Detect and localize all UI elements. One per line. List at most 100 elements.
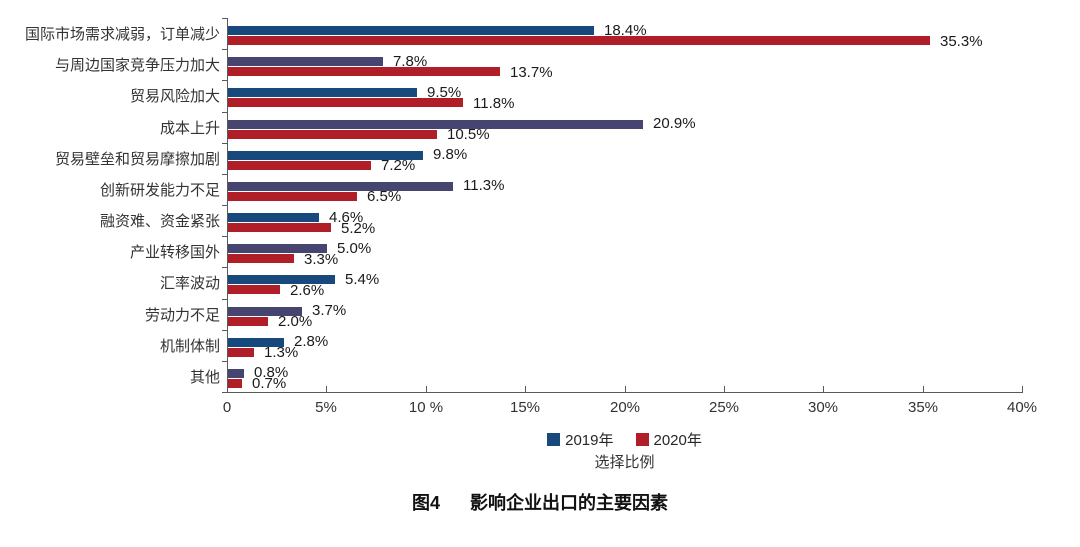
- x-tick-label: 15%: [509, 399, 541, 416]
- value-label-2020: 1.3%: [264, 344, 299, 362]
- legend: 2019年 2020年: [227, 429, 1022, 450]
- x-tick-label: 30%: [807, 399, 839, 416]
- value-label-2019: 9.8%: [433, 146, 468, 164]
- bar-2020: [228, 98, 463, 108]
- x-tick: [625, 386, 626, 392]
- value-label-2019: 2.8%: [294, 333, 329, 351]
- bar-2020: [228, 316, 268, 326]
- y-tick: [222, 143, 227, 144]
- value-label-2019: 4.6%: [329, 208, 364, 226]
- bar-2020: [228, 160, 371, 170]
- y-tick: [222, 299, 227, 300]
- value-label-2020: 0.7%: [252, 375, 287, 393]
- bar-2019: [228, 306, 302, 316]
- category-label: 融资难、资金紧张: [99, 213, 220, 231]
- x-tick: [426, 386, 427, 392]
- category-label: 贸易风险加大: [129, 88, 220, 106]
- bar-2020: [228, 347, 254, 357]
- bar-2019: [228, 181, 453, 191]
- category-label: 贸易壁垒和贸易摩擦加剧: [54, 150, 220, 168]
- x-tick: [724, 386, 725, 392]
- bar-2019: [228, 26, 594, 35]
- value-label-2019: 7.8%: [393, 52, 428, 70]
- legend-swatch-2020: [635, 433, 649, 446]
- y-tick: [222, 330, 227, 331]
- x-tick: [525, 386, 526, 392]
- bar-2020: [228, 223, 331, 232]
- legend-item-2020: 2020年: [635, 429, 702, 450]
- figure-caption: 图4 影响企业出口的主要因素: [0, 489, 1080, 515]
- y-axis-line: [227, 18, 228, 393]
- category-label: 成本上升: [159, 119, 220, 137]
- bar-2020: [228, 129, 437, 139]
- y-tick: [222, 392, 227, 393]
- y-tick: [222, 205, 227, 206]
- value-label-2019: 18.4%: [604, 21, 647, 39]
- value-label-2020: 35.3%: [940, 32, 983, 50]
- x-tick: [1022, 386, 1023, 392]
- figure-caption-prefix: 图4: [411, 493, 440, 513]
- x-tick-label: 35%: [907, 399, 939, 416]
- bar-2020: [228, 67, 500, 77]
- value-label-2019: 5.4%: [345, 270, 380, 288]
- value-label-2020: 7.2%: [381, 157, 416, 175]
- bar-2020: [228, 191, 357, 201]
- value-label-2019: 20.9%: [653, 115, 696, 132]
- legend-swatch-2019: [547, 433, 561, 446]
- bar-2020: [228, 378, 242, 388]
- y-tick: [222, 112, 227, 113]
- value-label-2020: 11.8%: [473, 94, 515, 112]
- bar-2019: [228, 57, 383, 67]
- value-label-2020: 6.5%: [367, 188, 402, 206]
- bar-2020: [228, 36, 930, 45]
- y-tick: [222, 18, 227, 19]
- value-label-2020: 10.5%: [447, 126, 490, 143]
- value-label-2020: 2.0%: [278, 313, 313, 330]
- x-tick-label: 0: [222, 399, 232, 416]
- x-tick: [823, 386, 824, 392]
- x-axis-line: [227, 392, 1023, 393]
- value-label-2019: 0.8%: [254, 364, 289, 382]
- y-tick: [222, 267, 227, 268]
- category-label: 国际市场需求减弱，订单减少: [24, 26, 220, 44]
- value-label-2019: 9.5%: [427, 83, 462, 101]
- x-tick-label: 40%: [1006, 399, 1038, 416]
- y-tick: [222, 361, 227, 362]
- x-tick: [326, 386, 327, 392]
- category-label: 劳动力不足: [144, 306, 220, 324]
- legend-label: 2019年: [565, 432, 614, 449]
- y-tick: [222, 80, 227, 81]
- bar-2019: [228, 275, 335, 285]
- value-label-2019: 3.7%: [312, 302, 347, 319]
- value-label-2020: 2.6%: [290, 281, 325, 299]
- bar-2019: [228, 213, 319, 222]
- category-label: 其他: [189, 368, 220, 386]
- value-label-2019: 5.0%: [337, 239, 372, 257]
- bar-2019: [228, 244, 327, 254]
- y-tick: [222, 236, 227, 237]
- x-tick-label: 20%: [609, 399, 641, 416]
- bar-2019: [228, 368, 244, 378]
- category-label: 产业转移国外: [129, 244, 220, 262]
- bar-2019: [228, 337, 284, 347]
- x-axis-title: 选择比例: [594, 454, 655, 471]
- bar-2019: [228, 119, 643, 129]
- x-tick: [227, 386, 228, 392]
- value-label-2019: 11.3%: [463, 177, 505, 195]
- x-tick-label: 25%: [708, 399, 740, 416]
- bar-2020: [228, 285, 280, 295]
- category-label: 汇率波动: [159, 275, 220, 293]
- bar-2020: [228, 254, 294, 264]
- legend-item-2019: 2019年: [547, 429, 614, 450]
- category-label: 与周边国家竞争压力加大: [54, 57, 220, 75]
- legend-label: 2020年: [653, 432, 702, 449]
- x-tick: [923, 386, 924, 392]
- y-tick: [222, 174, 227, 175]
- bar-2019: [228, 150, 423, 160]
- value-label-2020: 13.7%: [510, 63, 553, 81]
- x-tick-label: 10 %: [408, 399, 444, 416]
- category-label: 机制体制: [159, 337, 220, 355]
- category-label: 创新研发能力不足: [99, 181, 220, 199]
- x-tick-label: 5%: [315, 399, 337, 416]
